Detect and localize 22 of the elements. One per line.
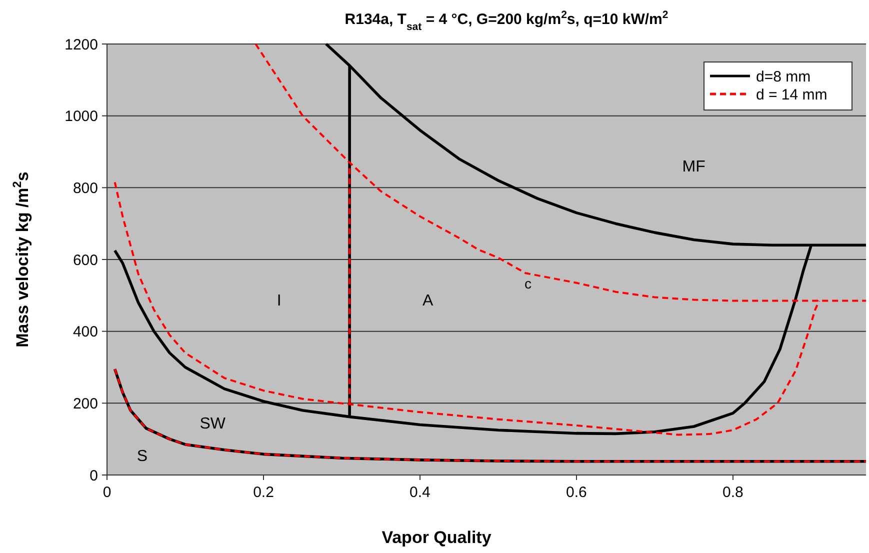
y-tick-label: 200: [72, 395, 98, 412]
x-tick-label: 0.8: [722, 484, 744, 501]
annotation: A: [422, 292, 434, 310]
y-tick-label: 1200: [64, 36, 98, 54]
annotation: c: [524, 275, 532, 292]
legend-label: d = 14 mm: [756, 86, 828, 104]
x-axis-title: Vapor Quality: [382, 528, 492, 547]
y-tick-label: 600: [72, 252, 98, 269]
x-tick-label: 0.4: [410, 484, 430, 501]
annotation: I: [276, 292, 282, 310]
x-tick-label: 0.2: [253, 484, 274, 501]
y-tick-label: 800: [72, 180, 98, 197]
chart-title: R134a, T$_{sat}$ = 4 °C, G=200 kg/m$^{2}$s, q=10 kW/m$^{2}$: [344, 9, 668, 33]
annotation: S: [136, 448, 148, 465]
annotation: SW: [200, 416, 226, 433]
legend-label: d=8 mm: [756, 68, 811, 86]
x-tick-label: 0.6: [566, 484, 587, 501]
annotation: MF: [682, 158, 706, 176]
y-tick-label: 400: [72, 324, 98, 341]
y-tick-label: 1000: [64, 108, 98, 126]
y-tick-label: 0: [90, 467, 98, 484]
x-tick-label: 0: [102, 484, 112, 501]
